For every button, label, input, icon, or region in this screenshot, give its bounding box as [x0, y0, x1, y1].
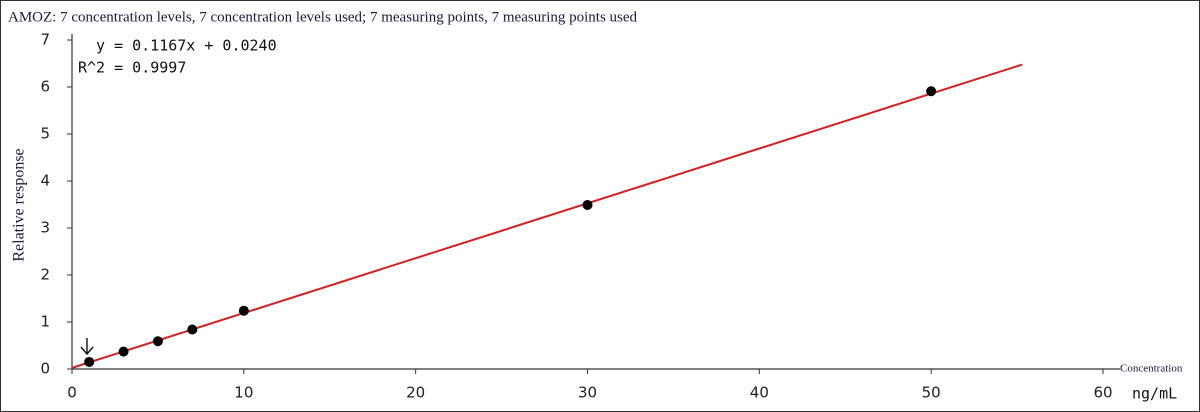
chart-title: AMOZ: 7 concentration levels, 7 concentr…: [8, 9, 638, 25]
data-point: [582, 199, 593, 210]
data-point: [926, 86, 937, 97]
y-tick-label: 6: [40, 78, 50, 96]
y-tick-label: 1: [40, 313, 50, 331]
y-tick-label: 4: [40, 172, 50, 190]
data-point: [187, 324, 198, 335]
x-tick-label: 30: [578, 384, 597, 402]
y-tick-label: 7: [40, 31, 50, 49]
x-unit: ng/mL: [1132, 385, 1177, 403]
y-tick-label: 0: [40, 360, 50, 378]
equation: y = 0.1167x + 0.0240: [96, 37, 277, 55]
data-point: [238, 305, 249, 316]
data-point: [118, 346, 129, 357]
x-axis-label: Concentration: [1120, 363, 1183, 375]
x-tick-label: 50: [922, 384, 941, 402]
x-tick-label: 10: [234, 384, 253, 402]
r-squared: R^2 = 0.9997: [78, 59, 186, 77]
data-point: [152, 336, 163, 347]
data-point: [84, 356, 95, 367]
x-tick-label: 40: [750, 384, 769, 402]
y-axis-label: Relative response: [11, 148, 28, 261]
y-tick-label: 2: [40, 266, 50, 284]
x-tick-label: 20: [406, 384, 425, 402]
fit-line: [71, 63, 1023, 369]
x-tick-label: 0: [67, 384, 77, 402]
y-tick-label: 3: [40, 219, 50, 237]
x-tick-label: 60: [1093, 384, 1112, 402]
arrow-icon: [80, 338, 94, 356]
y-tick-label: 5: [40, 125, 50, 143]
